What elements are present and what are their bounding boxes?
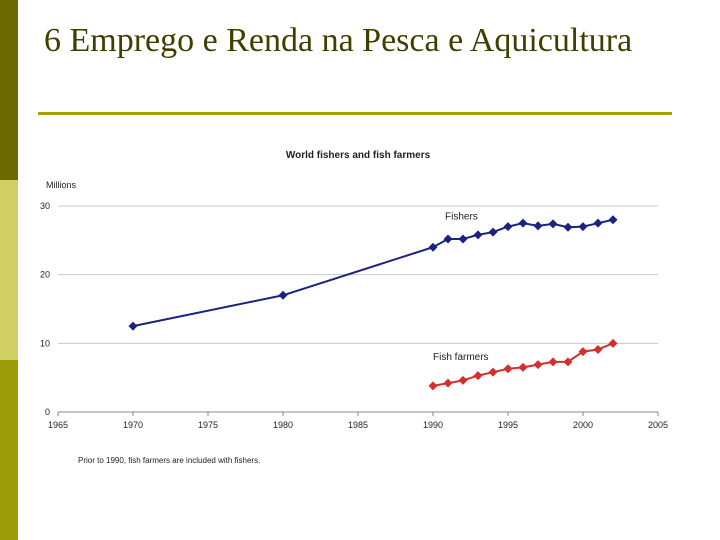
series-1 <box>428 338 618 391</box>
axes: 0 10 20 30 1965 1970 1975 1980 1985 1990 1995 2000 2… <box>40 201 668 430</box>
data-point <box>563 222 573 232</box>
chart-title: World fishers and fish farmers <box>286 150 431 161</box>
x-tick-label: 1995 <box>498 420 518 430</box>
y-tick-label: 10 <box>40 338 50 348</box>
x-tick-label: 2000 <box>573 420 593 430</box>
data-point <box>458 375 468 385</box>
y-tick-label: 30 <box>40 201 50 211</box>
data-point <box>593 218 603 228</box>
series-group <box>128 215 618 391</box>
accent-bar-middle <box>0 180 18 360</box>
data-point <box>278 290 288 300</box>
data-point <box>533 360 543 370</box>
x-tick-label: 1980 <box>273 420 293 430</box>
accent-bar-top <box>0 0 18 180</box>
data-point <box>563 357 573 367</box>
x-tick-label: 1965 <box>48 420 68 430</box>
data-point <box>518 218 528 228</box>
data-point <box>548 357 558 367</box>
line-chart: World fishers and fish farmers Millions … <box>40 150 668 465</box>
data-point <box>473 230 483 240</box>
data-point <box>488 227 498 237</box>
series-label-fishers: Fishers <box>445 211 478 222</box>
data-point <box>443 234 453 244</box>
accent-bar-bottom <box>0 360 18 540</box>
data-point <box>533 221 543 231</box>
data-point <box>458 234 468 244</box>
data-point <box>578 222 588 232</box>
slide-title: 6 Emprego e Renda na Pesca e Aquicultura <box>44 22 633 59</box>
x-tick-label: 1985 <box>348 420 368 430</box>
series-line <box>132 218 614 328</box>
data-point <box>548 219 558 229</box>
title-underline <box>38 112 672 115</box>
series-label-fish-farmers: Fish farmers <box>433 352 489 363</box>
x-tick-label: 1970 <box>123 420 143 430</box>
chart-note: Prior to 1990, fish farmers are included… <box>78 456 260 465</box>
data-point <box>503 364 513 374</box>
grid <box>58 205 658 413</box>
y-tick-label: 0 <box>45 407 50 417</box>
data-point <box>428 242 438 252</box>
x-tick-label: 1975 <box>198 420 218 430</box>
data-point <box>473 371 483 381</box>
x-tick-label: 1990 <box>423 420 443 430</box>
data-point <box>503 222 513 232</box>
data-point <box>518 362 528 372</box>
series-0 <box>128 215 618 331</box>
data-point <box>578 347 588 357</box>
data-point <box>608 338 618 348</box>
data-point <box>593 345 603 355</box>
x-tick-label: 2005 <box>648 420 668 430</box>
data-point <box>443 378 453 388</box>
data-point <box>128 321 138 331</box>
data-point <box>608 215 618 225</box>
data-point <box>488 367 498 377</box>
y-axis-label: Millions <box>46 180 77 190</box>
data-point <box>428 381 438 391</box>
y-tick-label: 20 <box>40 270 50 280</box>
series-labels: Fishers Fish farmers <box>433 211 489 363</box>
